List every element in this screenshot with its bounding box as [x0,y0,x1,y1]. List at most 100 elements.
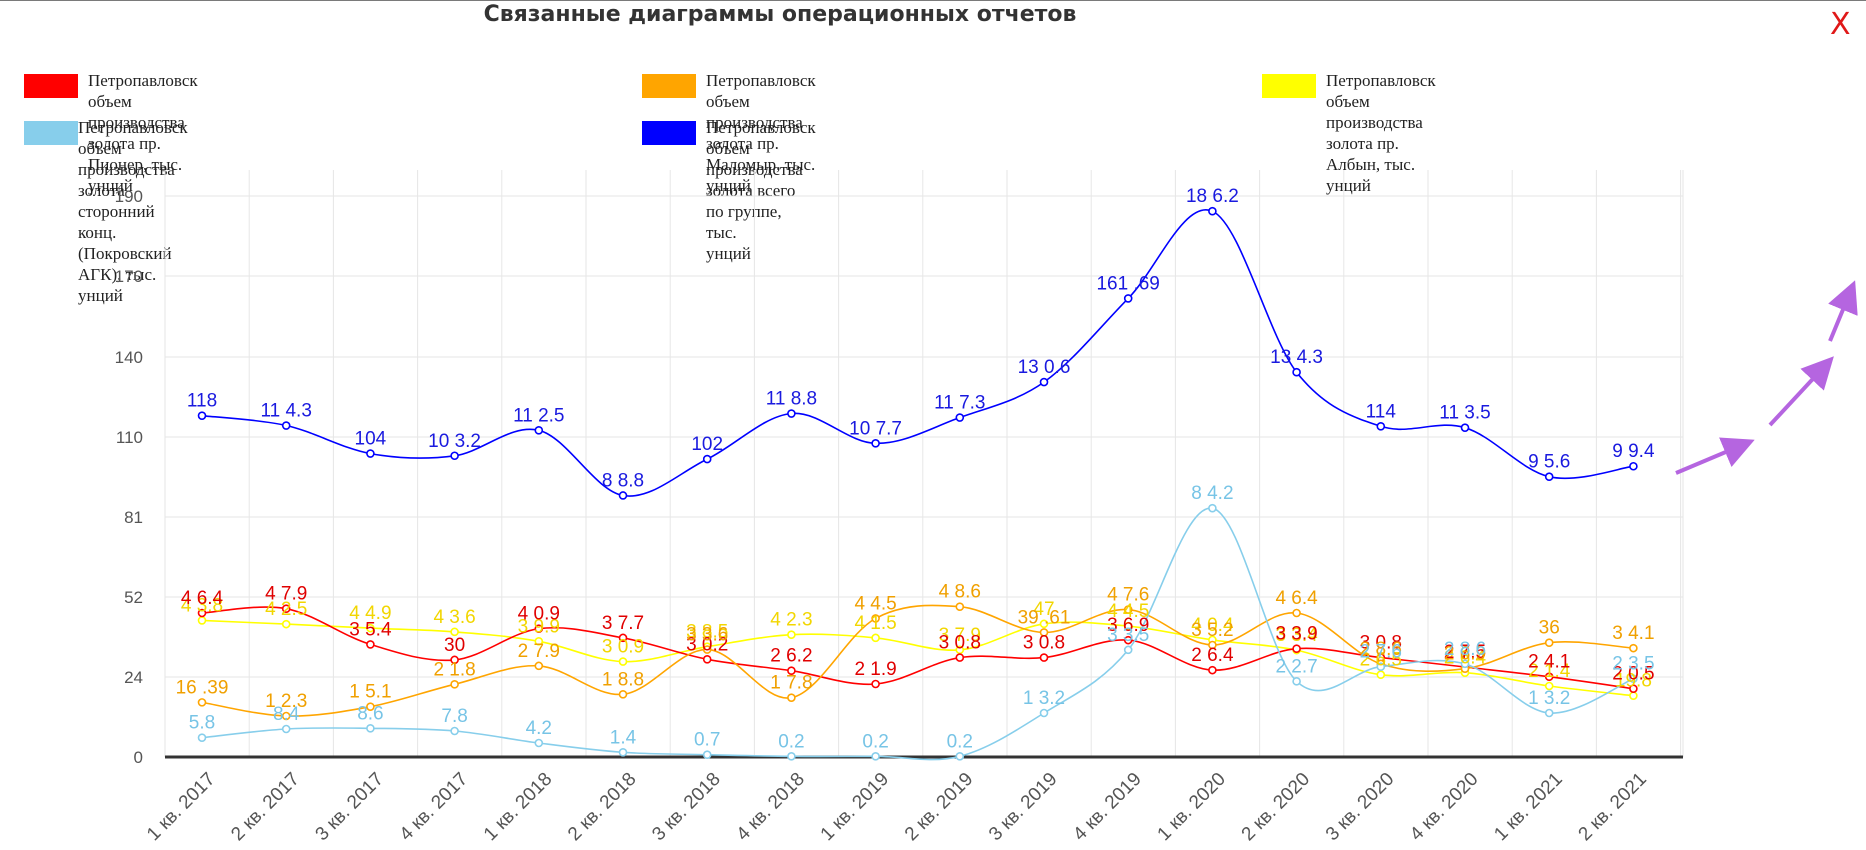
data-point[interactable] [1376,662,1386,672]
data-point[interactable] [534,426,544,435]
data-point[interactable] [1292,608,1301,618]
data-label: 5.8 [189,713,215,734]
data-label: 0.2 [862,731,888,752]
data-point[interactable] [1544,638,1554,648]
data-label: 47 [1033,599,1054,620]
data-point[interactable] [1208,665,1217,675]
data-point[interactable] [197,698,207,707]
data-point[interactable] [871,439,880,448]
data-label: 3 6.9 [1107,615,1149,636]
data-point[interactable] [1629,461,1638,471]
data-point[interactable] [1123,635,1133,645]
data-point[interactable] [1376,422,1386,431]
data-point[interactable] [1208,503,1217,513]
data-point[interactable] [1629,691,1638,700]
data-label: 2 7.9 [518,641,560,662]
data-point[interactable] [1292,367,1301,377]
data-point[interactable] [197,411,207,420]
data-label: 8.6 [357,703,383,724]
data-label: 4.2 [526,718,552,739]
data-label: 11 3.5 [1439,403,1490,424]
data-point[interactable] [281,619,291,629]
data-point[interactable] [955,752,965,761]
data-point[interactable] [281,421,291,430]
data-point[interactable] [1208,640,1217,650]
data-point[interactable] [1460,659,1470,669]
data-point[interactable] [1629,684,1638,693]
data-point[interactable] [955,413,965,422]
data-point[interactable] [197,733,207,742]
data-point[interactable] [1629,674,1638,683]
data-point[interactable] [702,454,712,464]
data-point[interactable] [281,604,291,614]
x-tick-label: 4 кв. 2019 [1069,769,1145,845]
data-point[interactable] [534,661,544,671]
data-point[interactable] [1544,472,1554,482]
data-labels: 118 11 4.3 104 10 3.2 11 2.5 8 8.8 102 11 8.8 10… [176,186,1655,752]
data-point[interactable] [1039,708,1049,718]
data-label: 4 0.9 [518,604,560,625]
data-point[interactable] [702,645,712,654]
x-tick-label: 3 кв. 2017 [312,769,388,845]
data-point[interactable] [871,752,880,761]
data-point[interactable] [618,690,628,699]
data-point[interactable] [197,616,207,625]
data-label: 118 [187,391,217,412]
data-point[interactable] [366,449,375,458]
data-point[interactable] [1629,643,1638,653]
data-point[interactable] [1208,206,1217,216]
data-point[interactable] [871,633,880,643]
data-point[interactable] [534,738,544,748]
data-point[interactable] [1039,653,1049,662]
data-label: 2 6.4 [1444,648,1487,669]
data-point[interactable] [787,409,796,418]
data-point[interactable] [1292,644,1301,654]
data-point[interactable] [1123,621,1133,631]
data-point[interactable] [366,640,375,649]
series-layer [197,206,1638,761]
data-point[interactable] [787,693,796,702]
data-point[interactable] [1292,677,1301,686]
data-point[interactable] [366,623,375,633]
data-point[interactable] [871,679,880,689]
data-label: 2 1.9 [854,659,896,680]
data-point[interactable] [450,655,459,665]
data-point[interactable] [787,630,796,640]
data-point[interactable] [534,636,544,646]
data-point[interactable] [1039,619,1049,629]
data-point[interactable] [366,702,375,711]
data-point[interactable] [1039,628,1049,637]
data-point[interactable] [1460,423,1470,432]
data-point[interactable] [787,752,796,761]
data-point[interactable] [618,748,628,757]
data-point[interactable] [1544,681,1554,691]
data-point[interactable] [702,654,712,664]
data-label: 2 6.4 [1191,645,1234,666]
data-point[interactable] [197,608,207,618]
data-label: 3 8.5 [686,622,728,643]
data-point[interactable] [450,680,459,689]
data-point[interactable] [1544,672,1554,682]
data-point[interactable] [1039,377,1049,387]
data-point[interactable] [450,451,459,461]
data-point[interactable] [281,711,291,721]
data-point[interactable] [1123,294,1133,303]
data-point[interactable] [1376,670,1386,680]
data-point[interactable] [955,602,965,612]
data-point[interactable] [1544,708,1554,718]
close-button[interactable]: X [1830,7,1851,42]
data-point[interactable] [1123,605,1133,614]
data-point[interactable] [534,624,544,634]
data-point[interactable] [702,750,712,759]
data-point[interactable] [450,627,459,637]
data-point[interactable] [618,633,628,643]
data-point[interactable] [450,726,459,736]
data-point[interactable] [871,614,880,623]
data-point[interactable] [787,666,796,676]
data-point[interactable] [955,653,965,662]
data-point[interactable] [281,724,291,734]
data-point[interactable] [366,724,375,733]
data-point[interactable] [1123,645,1133,655]
data-point[interactable] [618,657,628,666]
data-point[interactable] [618,491,628,500]
